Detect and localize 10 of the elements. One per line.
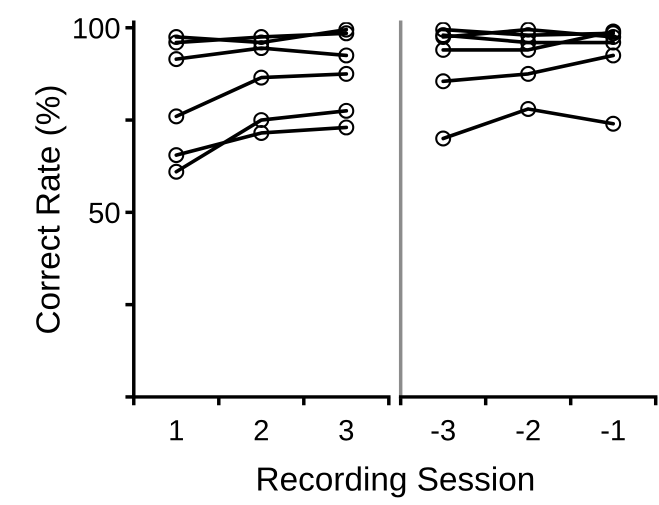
- y-tick-label: 100: [74, 18, 120, 39]
- x-axis-title: Recording Session: [258, 466, 534, 498]
- x-tick-label: 2: [254, 420, 268, 440]
- x-tick-label: -2: [516, 420, 540, 440]
- x-tick-label: -1: [602, 420, 625, 440]
- x-tick-label: 3: [339, 420, 354, 441]
- y-tick-label: 50: [89, 202, 120, 224]
- x-tick-label: -3: [432, 420, 455, 441]
- x-tick-label: 1: [170, 420, 183, 440]
- y-axis-title: Correct Rate (%): [35, 86, 66, 333]
